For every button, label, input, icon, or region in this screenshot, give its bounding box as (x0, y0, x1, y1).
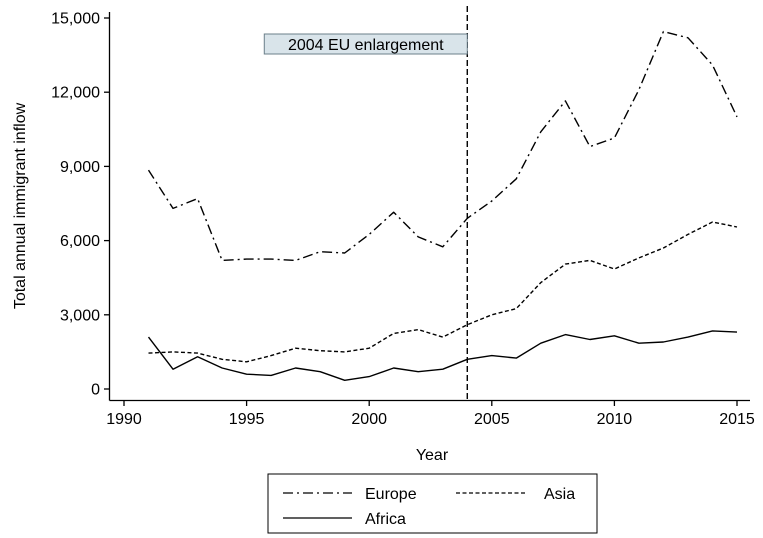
legend-label-africa: Africa (365, 511, 406, 528)
x-tick-label: 2010 (597, 411, 633, 428)
series-line-africa (147, 330, 738, 381)
series-line-asia (148, 221, 738, 363)
x-axis-title: Year (416, 447, 449, 464)
x-tick-label: 2015 (719, 411, 755, 428)
y-tick-label: 15,000 (51, 11, 100, 28)
legend-label-asia: Asia (544, 486, 575, 503)
annotation-layer: 2004 EU enlargement (263, 6, 468, 400)
x-tick-label: 2000 (351, 411, 387, 428)
x-tick-label: 1995 (229, 411, 265, 428)
y-axis-title: Total annual immigrant inflow (12, 102, 29, 309)
series-layer (147, 30, 738, 381)
series-line-europe (147, 30, 738, 262)
legend-box (267, 473, 598, 534)
annotation-label: 2004 EU enlargement (288, 37, 444, 54)
legend-label-europe: Europe (365, 486, 417, 503)
y-tick-label: 12,000 (51, 85, 100, 102)
x-tick-label: 2005 (474, 411, 510, 428)
plot-area: 0 3,000 6,000 9,000 12,000 15,000 1990 1995 200… (51, 6, 755, 428)
y-axis-ticks: 0 3,000 6,000 9,000 12,000 15,000 (51, 11, 110, 399)
x-axis-ticks: 1990 1995 2000 2005 2010 2015 (106, 400, 755, 428)
y-tick-label: 9,000 (60, 159, 100, 176)
annotation-label-box (263, 33, 468, 55)
x-tick-label: 1990 (106, 411, 142, 428)
y-tick-label: 3,000 (60, 307, 100, 324)
y-tick-label: 6,000 (60, 233, 100, 250)
y-tick-label: 0 (91, 382, 100, 399)
legend: Europe Asia Africa (267, 473, 598, 534)
